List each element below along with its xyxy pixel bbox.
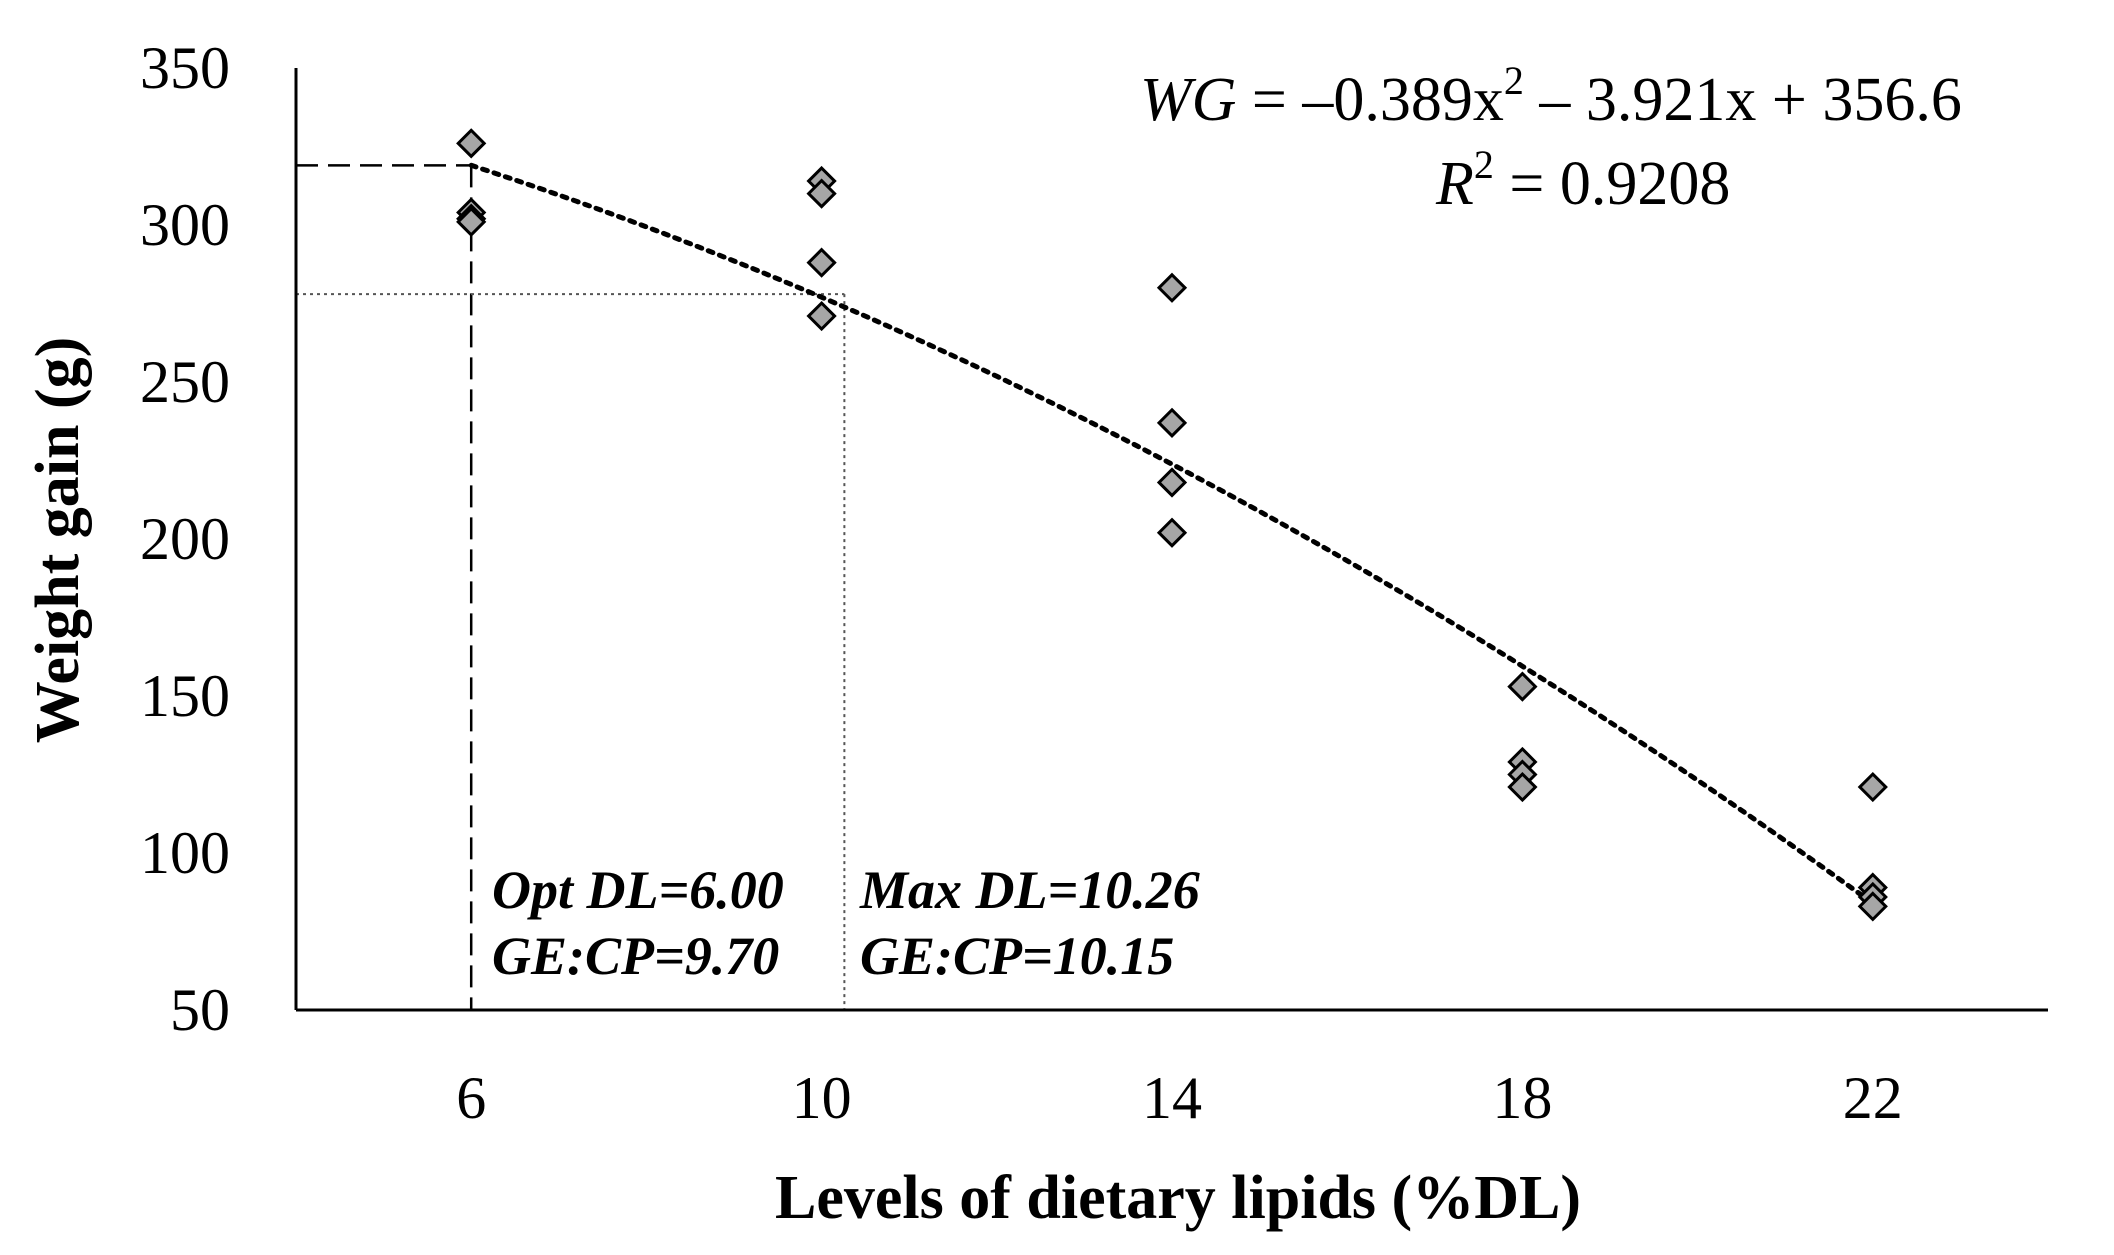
equation-exponent: 2: [1504, 58, 1524, 103]
data-point-marker: [456, 128, 487, 159]
equation-prefix: WG: [1140, 66, 1236, 134]
x-axis-title: Levels of dietary lipids (%DL): [775, 1164, 1581, 1232]
data-point-marker: [1507, 771, 1538, 803]
y-tick-label: 250: [140, 349, 230, 415]
data-point-marker: [1857, 891, 1888, 922]
y-axis-title: Weight gain (g): [24, 337, 92, 743]
max-annotation-line1: Max DL=10.26: [859, 860, 1200, 920]
trendline: [468, 162, 1876, 906]
trendline-equation: WG = –0.389x2 – 3.921x + 356.6: [1140, 58, 1962, 134]
y-tick-label: 150: [140, 663, 230, 729]
r-squared-exponent: 2: [1474, 142, 1494, 187]
data-points: [456, 128, 1888, 922]
data-point-marker: [456, 206, 487, 237]
data-point-marker: [1857, 771, 1888, 803]
r-squared: R2 = 0.9208: [1435, 142, 1730, 218]
y-tick-label: 350: [140, 35, 230, 101]
r-squared-label: R: [1435, 150, 1474, 218]
data-point-marker: [806, 178, 837, 209]
trendline-group: [468, 162, 1876, 906]
y-tick-label: 200: [140, 506, 230, 572]
y-tick-label: 100: [140, 820, 230, 886]
x-tick-label: 22: [1843, 1065, 1903, 1131]
x-tick-label: 6: [456, 1065, 486, 1131]
max-annotation-line2: GE:CP=10.15: [860, 926, 1174, 986]
data-point-marker: [806, 300, 837, 332]
y-tick-label: 300: [140, 192, 230, 258]
data-point-marker: [1156, 407, 1188, 438]
data-point-marker: [1156, 517, 1188, 548]
equation-rest: – 3.921x + 356.6: [1524, 66, 1962, 134]
x-tick-label: 10: [792, 1065, 852, 1131]
data-point-marker: [1156, 467, 1188, 498]
x-tick-label: 18: [1492, 1065, 1552, 1131]
reference-lines: [296, 164, 846, 1010]
r-squared-value: = 0.9208: [1494, 150, 1730, 218]
opt-annotation-line1: Opt DL=6.00: [492, 860, 784, 920]
equation-expression: = –0.389x: [1236, 66, 1503, 134]
axes: [294, 68, 2048, 1012]
data-point-marker: [1507, 671, 1538, 702]
data-point-marker: [806, 247, 837, 278]
y-tick-label: 50: [170, 977, 230, 1043]
data-point-marker: [1156, 272, 1188, 303]
tick-labels: 50 100 150 200 250 300 350 6 10 14 18 22: [140, 35, 1903, 1131]
opt-annotation-line2: GE:CP=9.70: [492, 926, 779, 986]
x-tick-label: 14: [1142, 1065, 1202, 1131]
